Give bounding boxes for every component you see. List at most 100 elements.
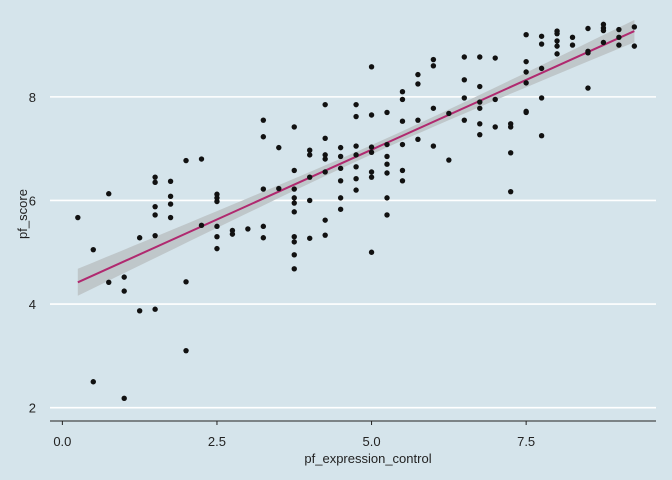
data-point (507, 150, 514, 156)
data-point (569, 42, 576, 48)
data-point (229, 231, 236, 237)
data-point (106, 279, 112, 285)
data-point (322, 232, 328, 238)
data-point (337, 195, 344, 201)
data-point (384, 212, 390, 218)
data-point (291, 200, 297, 206)
data-point (399, 88, 406, 95)
data-point (136, 235, 143, 241)
x-tick-label: 7.5 (517, 434, 535, 449)
data-point (152, 174, 158, 180)
data-point (461, 95, 468, 101)
data-point (492, 96, 498, 103)
data-point (368, 64, 375, 70)
data-point (276, 185, 282, 192)
data-point (477, 105, 483, 111)
data-point (585, 85, 591, 91)
data-point (399, 178, 406, 184)
data-point (492, 124, 498, 130)
data-point (384, 141, 390, 148)
data-point (121, 274, 127, 280)
data-point (291, 252, 297, 258)
data-point (368, 169, 375, 175)
data-point (446, 110, 452, 117)
data-point (90, 379, 96, 385)
data-point (368, 112, 375, 118)
data-point (616, 26, 622, 33)
data-point (152, 203, 158, 210)
data-point (353, 152, 359, 158)
data-point (337, 178, 344, 184)
data-point (322, 169, 328, 175)
x-axis-title: pf_expression_control (304, 451, 431, 466)
data-point (353, 176, 359, 182)
data-point (136, 308, 143, 314)
x-tick-label: 0.0 (53, 434, 71, 449)
data-point (322, 152, 328, 158)
data-point (152, 232, 158, 239)
data-point (415, 81, 421, 87)
data-point (90, 246, 96, 253)
data-point (538, 33, 545, 39)
data-point (307, 174, 313, 180)
data-point (461, 77, 468, 83)
x-tick-label: 5.0 (363, 434, 381, 449)
data-point (430, 105, 437, 111)
data-point (260, 235, 267, 241)
data-point (167, 193, 174, 200)
data-point (214, 234, 220, 240)
data-point (291, 195, 297, 201)
data-point (121, 288, 127, 294)
data-point (384, 161, 390, 167)
data-point (291, 234, 297, 240)
data-point (461, 54, 468, 60)
y-tick-label: 2 (29, 401, 36, 416)
data-point (616, 42, 622, 48)
data-point (477, 83, 483, 90)
data-point (569, 34, 576, 41)
data-point (353, 113, 359, 120)
data-point (585, 25, 591, 32)
data-point (430, 56, 437, 63)
data-point (322, 135, 328, 142)
data-point (260, 186, 267, 192)
data-point (260, 134, 267, 140)
data-point (523, 58, 529, 65)
data-point (554, 43, 560, 49)
data-point (538, 41, 545, 47)
data-point (75, 214, 81, 221)
data-point (523, 32, 529, 38)
data-point (415, 117, 421, 123)
x-tick-label: 2.5 (208, 434, 226, 449)
data-point (430, 63, 437, 69)
data-point (337, 144, 344, 151)
data-point (337, 153, 344, 160)
gridlines (50, 96, 656, 409)
data-point (384, 153, 390, 160)
data-point (121, 395, 127, 402)
data-point (399, 141, 406, 148)
data-point (368, 149, 375, 155)
data-point (260, 117, 267, 123)
data-point (291, 266, 297, 272)
data-point (291, 167, 297, 174)
data-point (446, 157, 452, 163)
data-point (353, 101, 359, 108)
data-point (307, 147, 313, 153)
data-point (353, 187, 359, 193)
data-point (384, 195, 390, 201)
data-point (322, 217, 328, 223)
y-tick-label: 6 (29, 193, 36, 208)
data-point (214, 223, 220, 230)
data-point (198, 222, 205, 229)
data-point (353, 143, 359, 149)
data-point (600, 39, 607, 46)
data-point (477, 121, 483, 127)
data-point (538, 133, 545, 139)
data-point (291, 239, 297, 245)
data-point (399, 96, 406, 103)
data-points (75, 21, 638, 402)
data-point (616, 34, 622, 41)
data-point (307, 197, 313, 204)
